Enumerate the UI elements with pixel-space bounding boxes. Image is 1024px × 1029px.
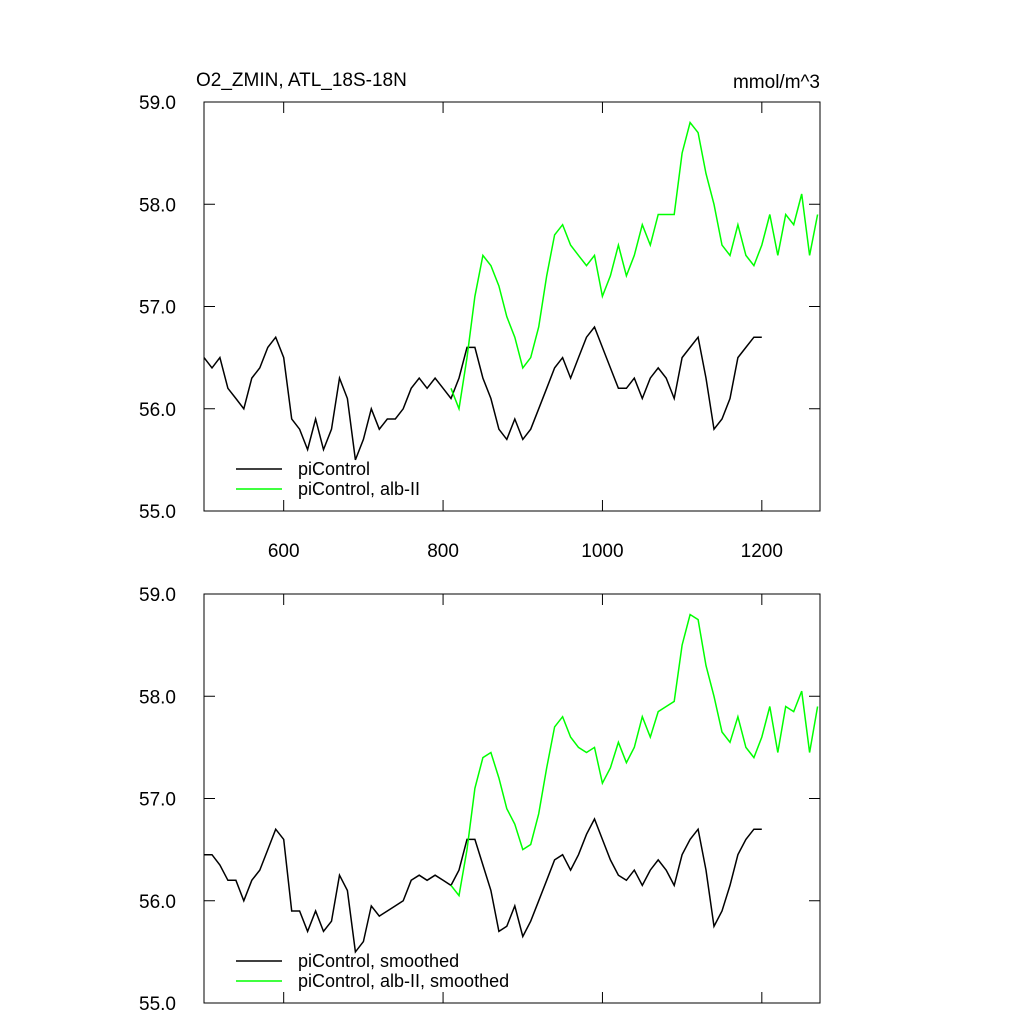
- plot-frame: [203, 593, 821, 1004]
- x-tick-label: 800: [427, 541, 459, 562]
- data-line: [450, 613, 819, 898]
- y-tick-label: 56.0: [139, 892, 176, 913]
- x-tick-label: 1000: [581, 541, 623, 562]
- y-tick-label: 59.0: [139, 585, 176, 606]
- y-tick-label: 57.0: [139, 298, 176, 319]
- y-tick-label: 55.0: [139, 502, 176, 523]
- legend-label: piControl, alb-II, smoothed: [298, 971, 509, 991]
- y-tick-label: 56.0: [139, 400, 176, 421]
- y-tick-label: 58.0: [139, 687, 176, 708]
- y-tick-label: 55.0: [139, 994, 176, 1015]
- data-line: [204, 817, 762, 954]
- units-label: mmol/m^3: [733, 72, 820, 93]
- y-tick-label: 57.0: [139, 790, 176, 811]
- chart-title: O2_ZMIN, ATL_18S-18N: [196, 70, 407, 91]
- legend-label: piControl, smoothed: [298, 951, 459, 971]
- y-tick-label: 58.0: [139, 195, 176, 216]
- data-line: [203, 325, 762, 461]
- y-tick-label: 59.0: [139, 93, 176, 114]
- x-tick-label: 1200: [741, 541, 783, 562]
- data-line: [450, 120, 819, 412]
- legend-label: piControl: [298, 459, 370, 479]
- plot-frame: [203, 101, 821, 512]
- x-tick-label: 600: [268, 541, 300, 562]
- legend-label: piControl, alb-II: [298, 479, 420, 499]
